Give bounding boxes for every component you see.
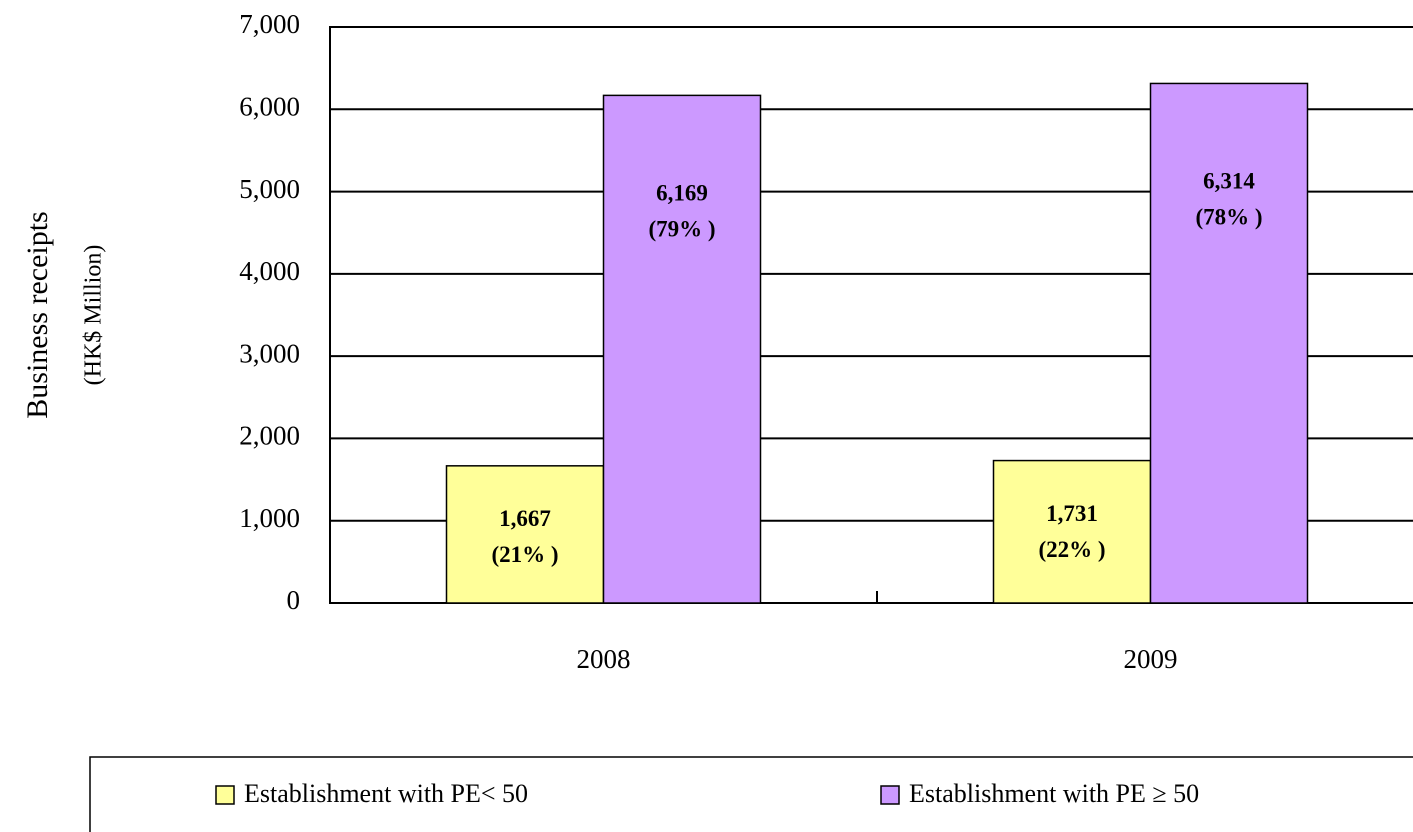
data-label: 1,667	[499, 506, 551, 531]
legend-label: Establishment with PE< 50	[244, 779, 528, 808]
legend-box	[89, 756, 1413, 832]
y-tick-label: 4,000	[239, 256, 300, 286]
x-tick-label: 2008	[577, 644, 631, 674]
data-label: 6,169	[656, 181, 708, 206]
data-label: 1,731	[1046, 501, 1098, 526]
data-label-share: (22% )	[1038, 537, 1105, 562]
legend-swatch	[880, 785, 900, 805]
bar	[602, 94, 762, 604]
data-label: 6,314	[1203, 169, 1255, 194]
bar	[445, 465, 605, 604]
data-label-share: (79% )	[648, 217, 715, 242]
y-tick-label: 2,000	[239, 421, 300, 451]
legend-swatch	[215, 785, 235, 805]
data-label-share: (78% )	[1195, 205, 1262, 230]
y-axis-subtitle: (HK$ Million)	[81, 245, 107, 386]
y-tick-label: 7,000	[239, 9, 300, 39]
legend-label: Establishment with PE ≥ 50	[909, 779, 1199, 808]
bar	[1149, 82, 1309, 604]
y-tick-label: 3,000	[239, 338, 300, 368]
y-tick-label: 1,000	[239, 503, 300, 533]
y-tick-label: 6,000	[239, 91, 300, 121]
data-label-share: (21% )	[491, 542, 558, 567]
bar	[992, 459, 1152, 604]
x-tick-label: 2009	[1124, 644, 1178, 674]
y-tick-label: 0	[287, 585, 301, 615]
y-axis-title: Business receipts	[21, 211, 54, 418]
y-tick-label: 5,000	[239, 174, 300, 204]
